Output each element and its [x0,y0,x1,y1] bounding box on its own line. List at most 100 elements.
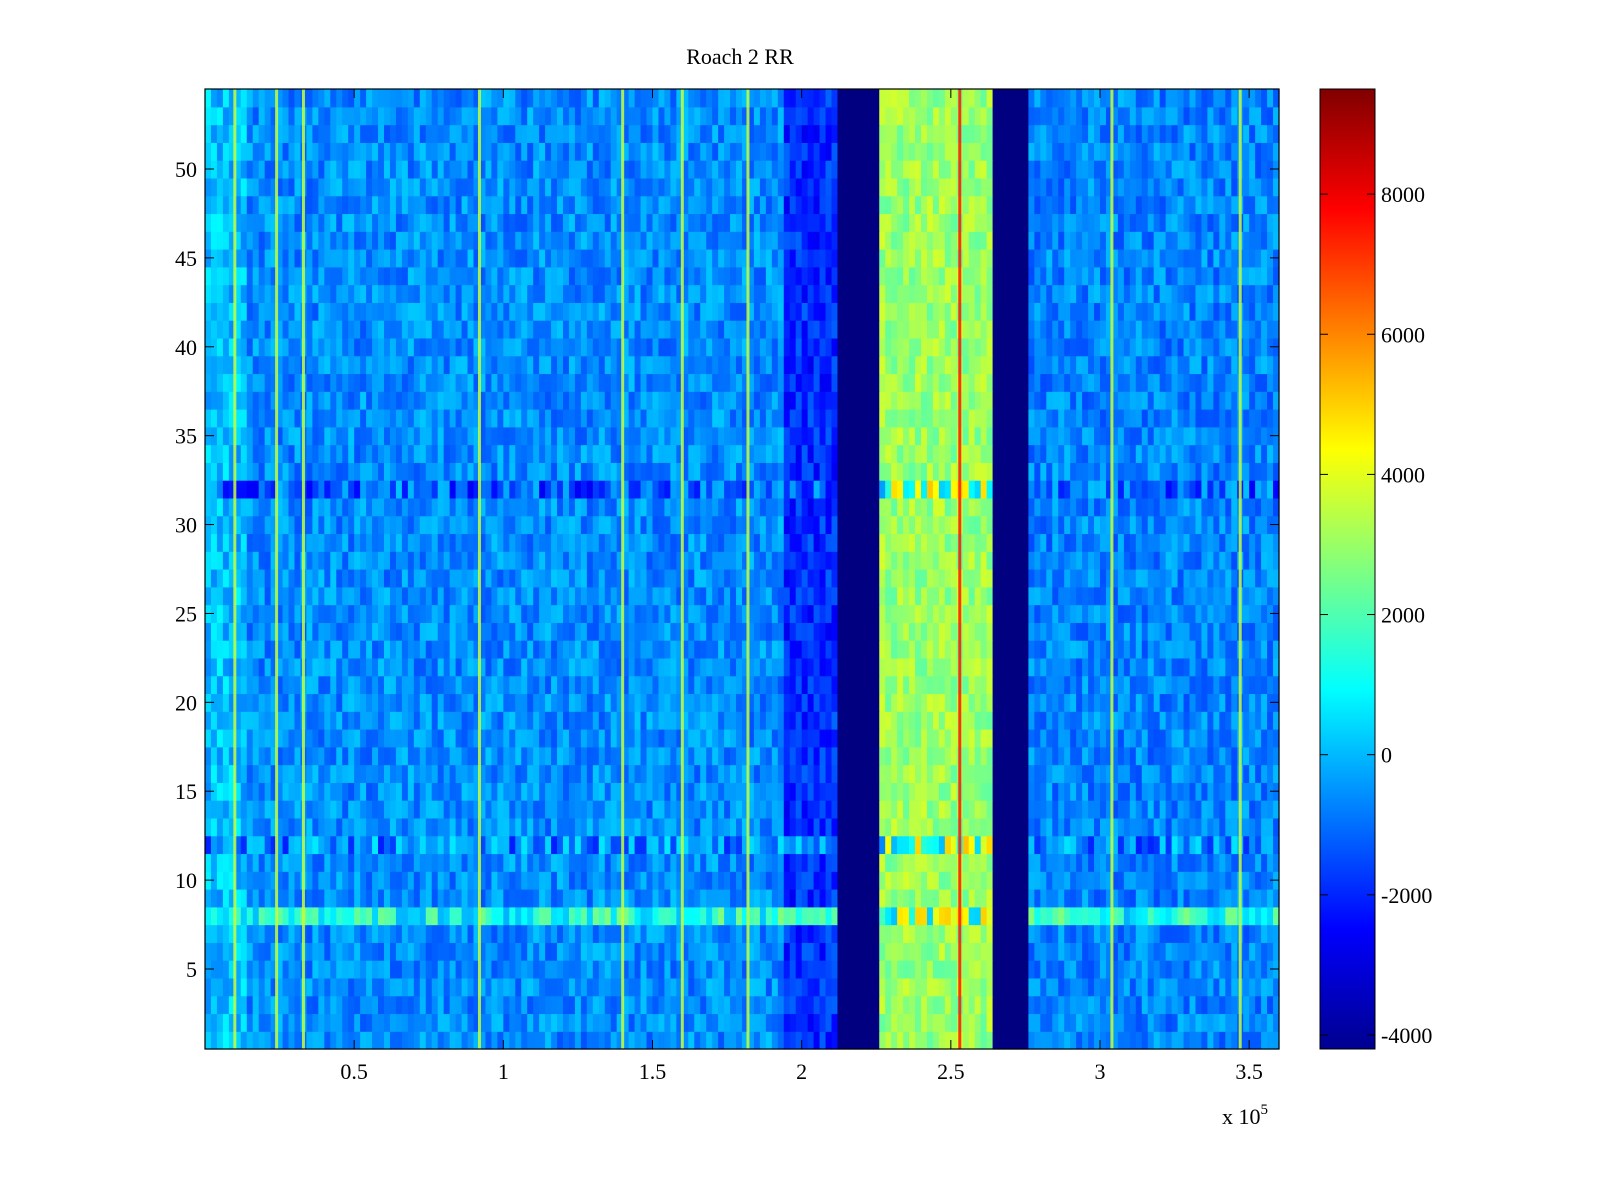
heatmap-cell [1052,640,1059,659]
heatmap-cell [1040,586,1047,606]
heatmap-cell [491,1013,498,1032]
heatmap-cell [1058,835,1065,855]
heatmap-cell [467,800,475,819]
heatmap-cell [801,942,809,961]
heatmap-cell [849,675,856,695]
heatmap-cell [580,764,588,783]
heatmap-cell [777,1031,785,1050]
heatmap-cell [491,551,498,570]
heatmap-cell [503,995,510,1015]
heatmap-cell [1255,640,1262,659]
heatmap-cell [568,995,576,1015]
heatmap-cell [807,657,815,677]
heatmap-cell [753,1031,761,1050]
heatmap-cell [706,675,713,695]
heatmap-cell [747,675,755,695]
heatmap-cell [1201,977,1208,997]
heatmap-cell [1100,906,1107,926]
heatmap-cell [1082,924,1089,943]
heatmap-cell [658,889,666,908]
heatmap-cell [795,746,803,766]
heatmap-cell [682,924,689,943]
heatmap-cell [885,1031,892,1050]
heatmap-cell [676,711,683,730]
heatmap-cell [1016,622,1024,641]
heatmap-cell [1022,960,1029,979]
heatmap-cell [443,711,451,730]
heatmap-cell [348,924,355,943]
heatmap-cell [938,675,946,695]
heatmap-cell [503,604,510,623]
heatmap-cell [264,800,272,819]
heatmap-cell [837,622,845,641]
heatmap-cell [891,604,898,623]
heatmap-cell [753,711,761,730]
heatmap-cell [992,906,1000,926]
heatmap-cell [688,586,695,606]
heatmap-cell [598,764,606,783]
heatmap-cell [234,871,242,890]
heatmap-cell [545,622,552,641]
heatmap-cell [1070,995,1077,1015]
heatmap-cell [879,604,886,623]
heatmap-cell [909,1031,916,1050]
heatmap-cell [342,604,349,623]
heatmap-cell [479,800,487,819]
heatmap-cell [598,551,606,570]
heatmap-cell [246,800,254,819]
heatmap-cell [938,693,946,712]
heatmap-cell [640,995,648,1015]
heatmap-cell [771,622,779,641]
heatmap-cell [234,817,242,837]
heatmap-cell [545,551,552,570]
heatmap-cell [992,995,1000,1015]
heatmap-cell [348,711,355,730]
heatmap-cell [395,551,403,570]
heatmap-cell [461,693,469,712]
heatmap-cell [944,942,952,961]
heatmap-cell [461,640,469,659]
heatmap-cell [1273,817,1280,837]
heatmap-cell [473,942,481,961]
heatmap-cell [568,782,576,801]
heatmap-cell [240,1031,248,1050]
heatmap-cell [216,1013,224,1032]
heatmap-cell [1058,764,1065,783]
heatmap-cell [533,657,540,677]
heatmap-cell [1046,817,1053,837]
heatmap-cell [407,889,415,908]
heatmap-cell [658,1031,666,1050]
heatmap-cell [312,1031,319,1050]
heatmap-cell [640,782,648,801]
heatmap-cell [533,764,540,783]
heatmap-cell [205,657,212,677]
heatmap-cell [885,835,892,855]
heatmap-cell [1082,586,1089,606]
heatmap-cell [1088,711,1095,730]
heatmap-cell [873,657,880,677]
heatmap-cell [676,995,683,1015]
heatmap-cell [1243,1013,1250,1032]
heatmap-cell [515,764,522,783]
heatmap-cell [1046,977,1053,997]
heatmap-cell [706,782,713,801]
heatmap-cell [252,942,260,961]
heatmap-cell [700,711,707,730]
heatmap-cell [1028,853,1035,872]
heatmap-cell [461,746,469,766]
heatmap-cell [330,835,337,855]
heatmap-cell [610,604,618,623]
heatmap-cell [831,746,839,766]
heatmap-cell [1141,782,1149,801]
heatmap-cell [706,551,713,570]
heatmap-cell [372,693,379,712]
heatmap-cell [509,1031,516,1050]
heatmap-cell [724,924,731,943]
heatmap-cell [742,853,749,872]
heatmap-cell [1082,764,1089,783]
heatmap-cell [658,764,666,783]
heatmap-cell [1231,764,1238,783]
heatmap-cell [1171,675,1179,695]
heatmap-cell [563,729,570,748]
heatmap-cell [885,693,892,712]
